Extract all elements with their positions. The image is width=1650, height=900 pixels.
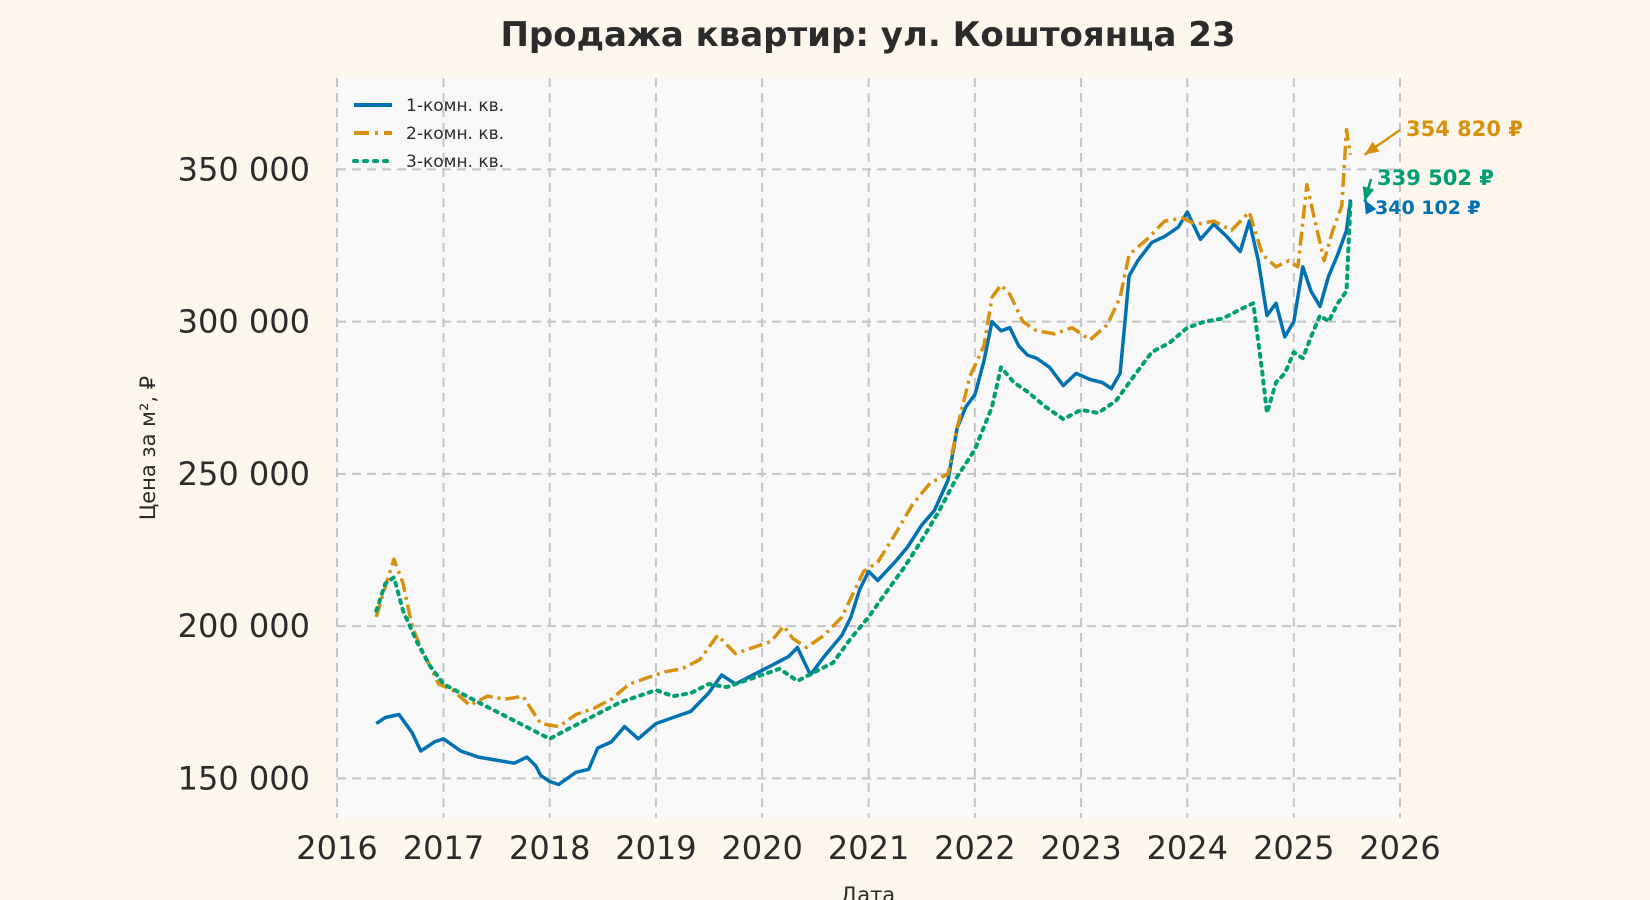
x-tick-label: 2021 [828, 829, 909, 867]
y-tick-label: 200 000 [178, 607, 310, 645]
x-tick-label: 2024 [1147, 829, 1228, 867]
annotation-label: 354 820 ₽ [1406, 117, 1523, 141]
y-tick-label: 300 000 [178, 303, 310, 341]
grid-lines [336, 78, 1401, 818]
last-value-annotations: 354 820 ₽ 339 502 ₽ 340 102 ₽ [1362, 117, 1523, 219]
x-tick-label: 2026 [1359, 829, 1440, 867]
x-axis-label: Дата [841, 883, 895, 900]
x-tick-label: 2019 [615, 829, 696, 867]
series-line-3 [374, 199, 1353, 741]
y-axis-label: Цена за м², ₽ [136, 376, 160, 520]
legend: 1-комн. кв. 2-комн. кв. 3-комн. кв. [352, 96, 504, 172]
y-tick-label: 350 000 [178, 150, 310, 188]
series-line-2 [374, 128, 1353, 729]
x-tick-label: 2017 [403, 829, 484, 867]
y-tick-label: 150 000 [178, 759, 310, 797]
y-tick-label: 250 000 [178, 455, 310, 493]
series-line-1 [375, 199, 1353, 787]
x-tick-label: 2018 [509, 829, 590, 867]
annotation-arrowhead [1364, 141, 1380, 155]
x-tick-label: 2025 [1253, 829, 1334, 867]
annotation-arrowhead [1364, 199, 1377, 215]
annotation-arrowhead [1362, 186, 1375, 202]
annotation-label: 340 102 ₽ [1375, 197, 1481, 219]
legend-label-1: 1-комн. кв. [406, 96, 504, 116]
chart-title: Продажа квартир: ул. Коштоянца 23 [500, 15, 1235, 55]
series-lines [374, 128, 1353, 787]
tick-labels: 2016 2017 2018 2019 2020 2021 2022 2023 2024 2025… [178, 150, 1441, 867]
x-tick-label: 2023 [1040, 829, 1121, 867]
legend-label-3: 3-комн. кв. [406, 152, 504, 172]
x-tick-label: 2022 [934, 829, 1015, 867]
annotation-label: 339 502 ₽ [1377, 166, 1494, 190]
legend-label-2: 2-комн. кв. [406, 124, 504, 144]
x-tick-label: 2016 [296, 829, 377, 867]
x-tick-label: 2020 [721, 829, 802, 867]
